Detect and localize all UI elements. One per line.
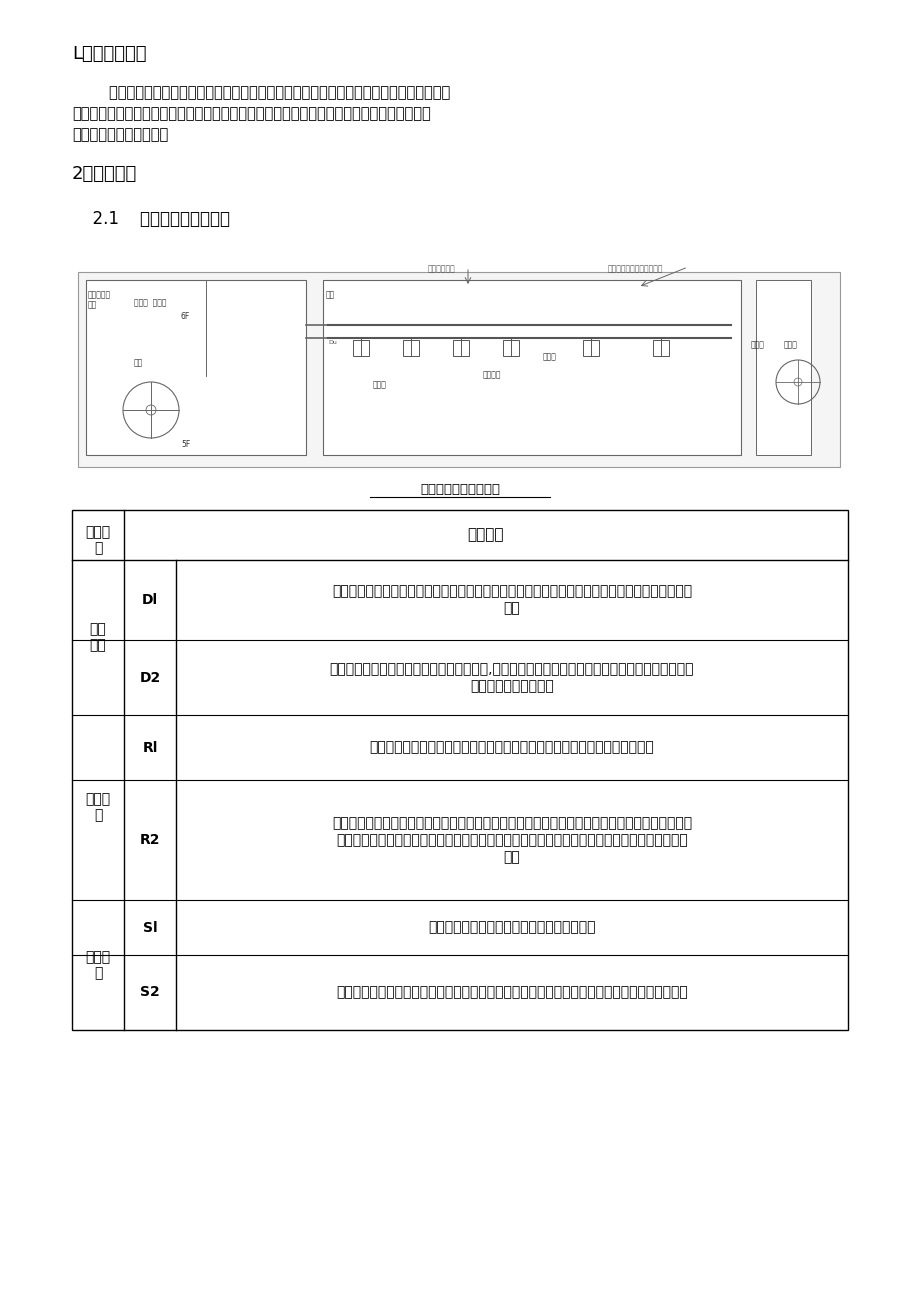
Text: 尤其是对于本工程的地下室主机房，冷却水塔，各层设备机房，如果降噪减振处理不好，会直: 尤其是对于本工程的地下室主机房，冷却水塔，各层设备机房，如果降噪减振处理不好，会…: [72, 105, 430, 121]
Bar: [353, 340, 369, 356]
Text: 接影响楼层的使用功能。: 接影响楼层的使用功能。: [72, 127, 168, 142]
Text: 6F: 6F: [181, 312, 190, 321]
Text: 空调空间: 空调空间: [482, 369, 501, 379]
Text: 从回风口、灯具与吊顶的缝隙或宜接穿透吊平顶传至室内。管道井内的噪音穿透管道井传播到室: 从回风口、灯具与吊顶的缝隙或宜接穿透吊平顶传至室内。管道井内的噪音穿透管道井传播…: [335, 833, 687, 847]
Text: 空调箱机房: 空调箱机房: [88, 290, 111, 299]
Bar: [583, 340, 598, 356]
Text: 辐射传
播: 辐射传 播: [85, 792, 110, 822]
Text: 内。: 内。: [503, 850, 520, 864]
Text: 主风道内噪音从管壁辐射到吊平顶内，或者管道井内的辐射噪音和吊平顶内其他声源的噪音叠加后: 主风道内噪音从管壁辐射到吊平顶内，或者管道井内的辐射噪音和吊平顶内其他声源的噪音…: [332, 816, 691, 830]
Bar: [755, 280, 811, 455]
Text: Dl: Dl: [142, 593, 158, 608]
Text: 空调机房内设备的噪声穿透机房隔墙传至室内: 空调机房内设备的噪声穿透机房隔墙传至室内: [427, 921, 596, 934]
Text: 回风: 回风: [134, 358, 143, 367]
Text: L噪声标准要求: L噪声标准要求: [72, 46, 146, 62]
Text: 排风机: 排风机: [783, 340, 797, 349]
Text: 送风机  消音器: 送风机 消音器: [134, 298, 166, 307]
Text: 变风量末端装置内置风机或调节风阀产生的噪声，从箱体壁板辐射到平吊顶内: 变风量末端装置内置风机或调节风阀产生的噪声，从箱体壁板辐射到平吊顶内: [369, 740, 653, 755]
Text: 5F: 5F: [181, 440, 190, 449]
Text: D2: D2: [139, 670, 161, 684]
Text: 空调系统噪音传播途径: 空调系统噪音传播途径: [420, 483, 499, 496]
Text: 2．噪声分析: 2．噪声分析: [72, 165, 137, 183]
Text: 机房内设备的振动和噪声通过柱子、楼板、墙体等固体传至室内，产生了振动和噪声的综合效应: 机房内设备的振动和噪声通过柱子、楼板、墙体等固体传至室内，产生了振动和噪声的综合…: [335, 985, 687, 999]
Text: 排风口: 排风口: [542, 353, 556, 360]
Text: Du: Du: [328, 340, 336, 345]
Text: 消音器: 消音器: [750, 340, 764, 349]
Text: 送风: 送风: [325, 290, 335, 299]
Text: 本工程为购物中心对空调的使用要求很高，对空调系统的降噪、减振提出了更高的要求，: 本工程为购物中心对空调的使用要求很高，对空调系统的降噪、减振提出了更高的要求，: [72, 85, 449, 100]
Text: 回风口: 回风口: [372, 380, 387, 389]
Text: 风机动力形变风量末端装置: 风机动力形变风量末端装置: [607, 264, 663, 273]
Text: 2.1    空调风系统传播途径: 2.1 空调风系统传播途径: [82, 209, 230, 228]
Bar: [78, 272, 839, 467]
Text: 结构传
播: 结构传 播: [85, 950, 110, 980]
Bar: [85, 280, 306, 455]
Text: 传播类
型: 传播类 型: [85, 524, 110, 556]
Text: 悬平顶静压箱: 悬平顶静压箱: [427, 264, 455, 273]
Text: Sl: Sl: [142, 921, 157, 934]
Text: Rl: Rl: [142, 740, 157, 755]
Text: 风管
传播: 风管 传播: [89, 622, 107, 653]
Bar: [403, 340, 418, 356]
Text: R2: R2: [140, 833, 160, 847]
Text: 室内: 室内: [503, 601, 520, 615]
Text: 新风: 新风: [88, 301, 97, 310]
Text: 空调器送、回风机，末端装置风机，排风机,调节风阀以及送风管中各配件产生的噪音经风管从回风: 空调器送、回风机，末端装置风机，排风机,调节风阀以及送风管中各配件产生的噪音经风…: [329, 662, 694, 677]
Text: S2: S2: [140, 985, 160, 999]
Text: 传播途径: 传播途径: [467, 527, 504, 543]
Bar: [323, 280, 740, 455]
Bar: [72, 510, 847, 1030]
Bar: [652, 340, 668, 356]
Text: 空调器送、回风机，末端装置风机，调节风阀以及送风管中各配件产生的噪音经风管从送风口传至: 空调器送、回风机，末端装置风机，调节风阀以及送风管中各配件产生的噪音经风管从送风…: [332, 584, 691, 598]
Bar: [503, 340, 518, 356]
Bar: [452, 340, 469, 356]
Text: 口，排风口传至室内。: 口，排风口传至室内。: [470, 679, 553, 693]
